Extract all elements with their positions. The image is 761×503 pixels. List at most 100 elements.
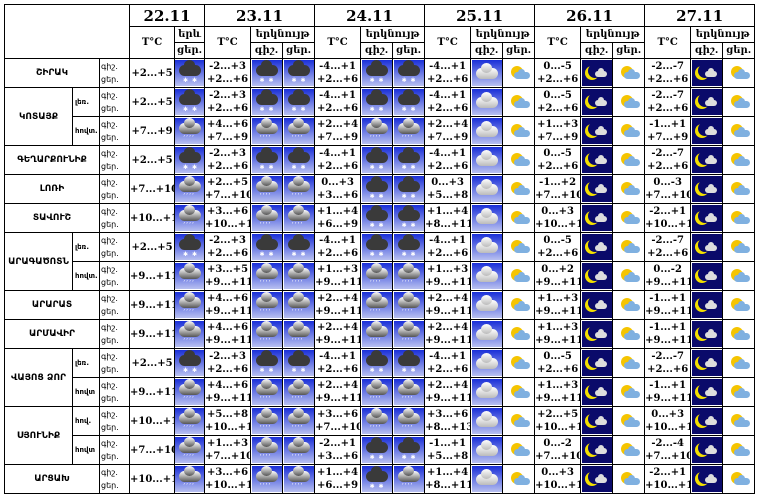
night-temperature: -1...+1 [649,322,687,333]
snowflakes-icon: ✱ ✱ [259,164,275,171]
night-icon [581,292,612,318]
time-labels: գիշ. ցեր. [98,58,131,88]
icon-cell: ✱ ✱ [392,145,426,175]
icon-cell: ✱ ✱ [174,87,206,117]
rain-icon: ʼʼʼʼ [251,176,282,202]
cloud-icon [179,176,202,192]
day-temperature: +2...+6 [206,103,249,114]
temperature-cell: 0...+3 +10...+15 [644,406,692,436]
night-temperature: +2...+4 [427,293,469,304]
cloud-icon [594,416,607,425]
cloud-icon [733,301,750,311]
region-name: ՎԱՅՈՑ ՁՈՐ [4,348,73,407]
cloud-icon [397,60,420,76]
night-temperature: 0...+2 [541,264,574,275]
header-subs-row: ցեր. գիշ. ցեր. գիշ. ցեր. գիշ. ցեր. գիշ. ցեր. գիշ.… [5,42,756,59]
icon-cell [502,203,536,233]
night-label: գիշ. [101,178,118,187]
snowflakes-icon: ✱ ✱ [401,193,417,200]
day-temperature: +2...+6 [317,103,359,114]
icon-cell [690,145,724,175]
day-temperature: +9...+11 [535,393,581,404]
raindrops-icon: ʼʼʼʼ [401,483,414,490]
rain-icon: ʼʼʼʼ [283,263,314,289]
icon-cell [722,377,756,407]
night-temperature: -2...+3 [209,351,246,362]
cloud-icon [475,150,498,166]
icon-cell: ✱ ✱ [392,174,426,204]
temperature-cell: +2...+4 +7...+9 [314,116,362,146]
partly-icon [503,321,534,347]
day-temperature: +10...+13 [645,219,690,230]
icon-cell [722,406,756,436]
cloud-icon [594,97,607,106]
table-row: ԱՐԱԳԱԾՈՏՆ լեռ. գիշ. ցեր. +2...+5 ✱ ✱ -2...+3 +2… [4,232,756,291]
icon-cell: ʼʼʼʼ [360,406,394,436]
icon-cell [690,290,724,320]
night-temperature: +2...+4 [427,380,469,391]
cloudy-icon [471,408,502,434]
cloud-icon [255,408,278,424]
temperature-22: +2...+5 [129,145,176,175]
day-temperature: +2...+6 [206,248,249,259]
cloud-icon [594,445,607,454]
temperature-cell: -2...+3 +2...+6 [204,232,252,262]
raindrops-icon: ʼʼʼʼ [183,193,195,200]
cloud-icon [365,147,388,163]
cloudy-icon [471,205,502,231]
icon-cell: ʼʼʼʼ [174,203,206,233]
icon-cell: ʼʼʼʼ [174,174,206,204]
table-row: հովտ գիշ. ցեր. +9...+11 ʼʼʼʼ +4...+6 +9...+11 ʼ… [5,377,756,407]
night-temperature: -2...-7 [651,351,684,362]
temperature-cell: -1...+2 +7...+10 [534,174,582,204]
night-temperature: +3...+6 [317,409,359,420]
cloud-icon [287,437,310,453]
subregion-label: լեռ. [72,232,100,262]
snowflakes-icon: ✱ ✱ [183,106,198,113]
day-temperature: +9...+11 [645,277,691,288]
icon-cell: ʼʼʼʼ [250,464,284,494]
cloud-icon [179,437,202,453]
temperature-cell: -4...+1 +2...+6 [314,145,362,175]
icon-cell [580,203,614,233]
icon-cell [470,203,504,233]
region-name: ԼՈՌԻ [4,174,100,204]
icon-cell [580,87,614,117]
raindrops-icon: ʼʼʼʼ [369,425,382,432]
cloud-icon [733,475,750,485]
cloud-icon [623,185,640,195]
icon-cell: ʼʼʼʼ [174,319,206,349]
snowflakes-icon: ✱ ✱ [183,367,198,374]
cloud-icon [475,295,498,311]
night-temperature: +4...+6 [206,119,249,130]
night-temperature: -2...+3 [209,61,246,72]
temperature-cell: -2...+3 +2...+6 [204,58,252,88]
icon-cell: ʼʼʼʼ [282,203,316,233]
icon-cell [502,290,536,320]
cloud-icon [397,437,420,453]
snowflakes-icon: ✱ ✱ [369,77,385,84]
night-icon [581,408,612,434]
icon-cell: ✱ ✱ [174,348,206,378]
night-header: գիշ. [250,42,284,59]
temperature-cell: +1...+4 +6...+9 [314,464,362,494]
icon-cell [722,464,756,494]
temperature-cell: -1...+1 +5...+8 [424,435,472,465]
icon-cell: ✱ ✱ [282,145,316,175]
night-temperature: +1...+4 [317,206,359,217]
rain-icon: ʼʼʼʼ [175,292,204,318]
cloud-icon [255,176,278,192]
day-temperature: +2...+6 [647,161,689,172]
raindrops-icon: ʼʼʼʼ [291,280,304,287]
icon-cell: ✱ ✱ [174,145,206,175]
icon-cell [470,406,504,436]
icon-cell: ✱ ✱ [174,232,206,262]
icon-cell [612,87,646,117]
cloud-icon [594,300,607,309]
temperature-cell: +2...+4 +9...+11 [314,377,362,407]
night-label: գիշ. [101,381,118,390]
night-icon [581,379,612,405]
temperature-cell: -2...-4 +7...+10 [644,435,692,465]
night-temperature: +2...+4 [427,322,469,333]
icon-cell [580,435,614,465]
